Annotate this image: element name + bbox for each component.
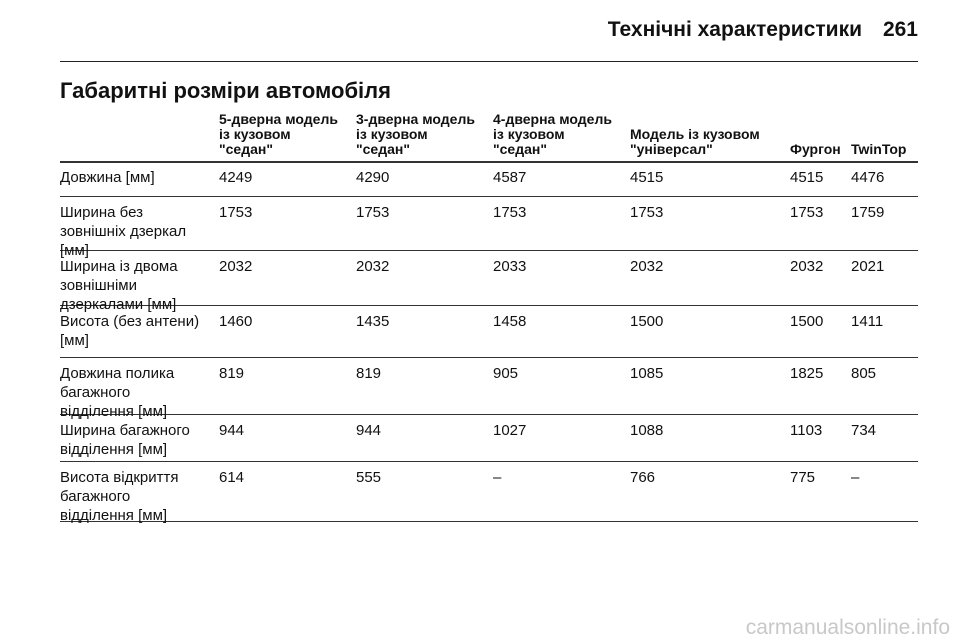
section-title: Технічні характеристики: [607, 18, 862, 41]
cell: 1753: [356, 204, 390, 221]
cell: 2021: [851, 258, 885, 275]
row-label: відділення [мм]: [60, 441, 168, 458]
row-rule: [60, 414, 918, 415]
cell: 734: [851, 422, 877, 439]
cell: 1753: [493, 204, 527, 221]
column-header: "седан": [219, 141, 273, 157]
cell: 4587: [493, 169, 527, 186]
header-rule: [60, 161, 918, 163]
row-label: Ширина без: [60, 204, 143, 221]
column-header: "седан": [356, 141, 410, 157]
cell: 1458: [493, 313, 527, 330]
cell: 944: [219, 422, 245, 439]
row-rule: [60, 521, 918, 522]
row-rule: [60, 357, 918, 358]
cell: 4515: [630, 169, 664, 186]
cell: 555: [356, 469, 382, 486]
cell: 1500: [630, 313, 664, 330]
row-label: Висота відкриття: [60, 469, 179, 486]
column-header: Фургон: [790, 141, 841, 157]
column-header: 5-дверна модель: [219, 111, 338, 127]
cell: 1435: [356, 313, 390, 330]
cell: 1103: [790, 422, 823, 439]
row-label: Довжина [мм]: [60, 169, 155, 186]
row-label: Ширина із двома: [60, 258, 178, 275]
column-header: із кузовом: [493, 126, 565, 142]
row-rule: [60, 305, 918, 306]
row-label: [мм]: [60, 332, 89, 349]
cell: 4476: [851, 169, 885, 186]
cell: 1085: [630, 365, 664, 382]
cell: 2032: [630, 258, 664, 275]
cell: 1027: [493, 422, 527, 439]
row-rule: [60, 196, 918, 197]
cell: 4515: [790, 169, 824, 186]
cell: 614: [219, 469, 245, 486]
cell: –: [851, 469, 860, 486]
cell: 4249: [219, 169, 253, 186]
cell: 944: [356, 422, 382, 439]
row-label: відділення [мм]: [60, 507, 168, 524]
row-label: дзеркалами [мм]: [60, 296, 177, 313]
row-label: зовнішніми: [60, 277, 137, 294]
cell: 1759: [851, 204, 885, 221]
cell: 2032: [219, 258, 253, 275]
header-rule: [60, 61, 918, 62]
cell: 905: [493, 365, 519, 382]
column-header: 4-дверна модель: [493, 111, 612, 127]
row-label: відділення [мм]: [60, 403, 168, 420]
row-label: Довжина полика: [60, 365, 175, 382]
watermark: carmanualsonline.info: [745, 616, 950, 639]
cell: 1460: [219, 313, 253, 330]
cell: 2032: [790, 258, 824, 275]
cell: 1088: [630, 422, 664, 439]
row-label: зовнішніх дзеркал: [60, 223, 187, 240]
column-header: Модель із кузовом: [630, 126, 760, 142]
column-header: TwinTop: [851, 141, 907, 157]
cell: 1753: [630, 204, 664, 221]
row-label: [мм]: [60, 242, 89, 259]
column-header: із кузовом: [219, 126, 291, 142]
cell: 2033: [493, 258, 527, 275]
cell: –: [493, 469, 502, 486]
column-header: 3-дверна модель: [356, 111, 475, 127]
cell: 4290: [356, 169, 390, 186]
page-title: Габаритні розміри автомобіля: [60, 78, 391, 103]
column-header: "універсал": [630, 141, 713, 157]
row-label: Ширина багажного: [60, 422, 190, 439]
cell: 819: [219, 365, 245, 382]
cell: 1753: [790, 204, 824, 221]
cell: 2032: [356, 258, 390, 275]
row-label: багажного: [60, 488, 131, 505]
cell: 805: [851, 365, 877, 382]
cell: 1825: [790, 365, 824, 382]
column-header: "седан": [493, 141, 547, 157]
cell: 775: [790, 469, 816, 486]
cell: 766: [630, 469, 656, 486]
row-label: багажного: [60, 384, 131, 401]
cell: 1411: [851, 313, 884, 330]
column-header: із кузовом: [356, 126, 428, 142]
cell: 819: [356, 365, 382, 382]
cell: 1500: [790, 313, 824, 330]
page-number: 261: [882, 18, 918, 41]
cell: 1753: [219, 204, 253, 221]
row-rule: [60, 461, 918, 462]
row-label: Висота (без антени): [60, 313, 200, 330]
row-rule: [60, 250, 918, 251]
